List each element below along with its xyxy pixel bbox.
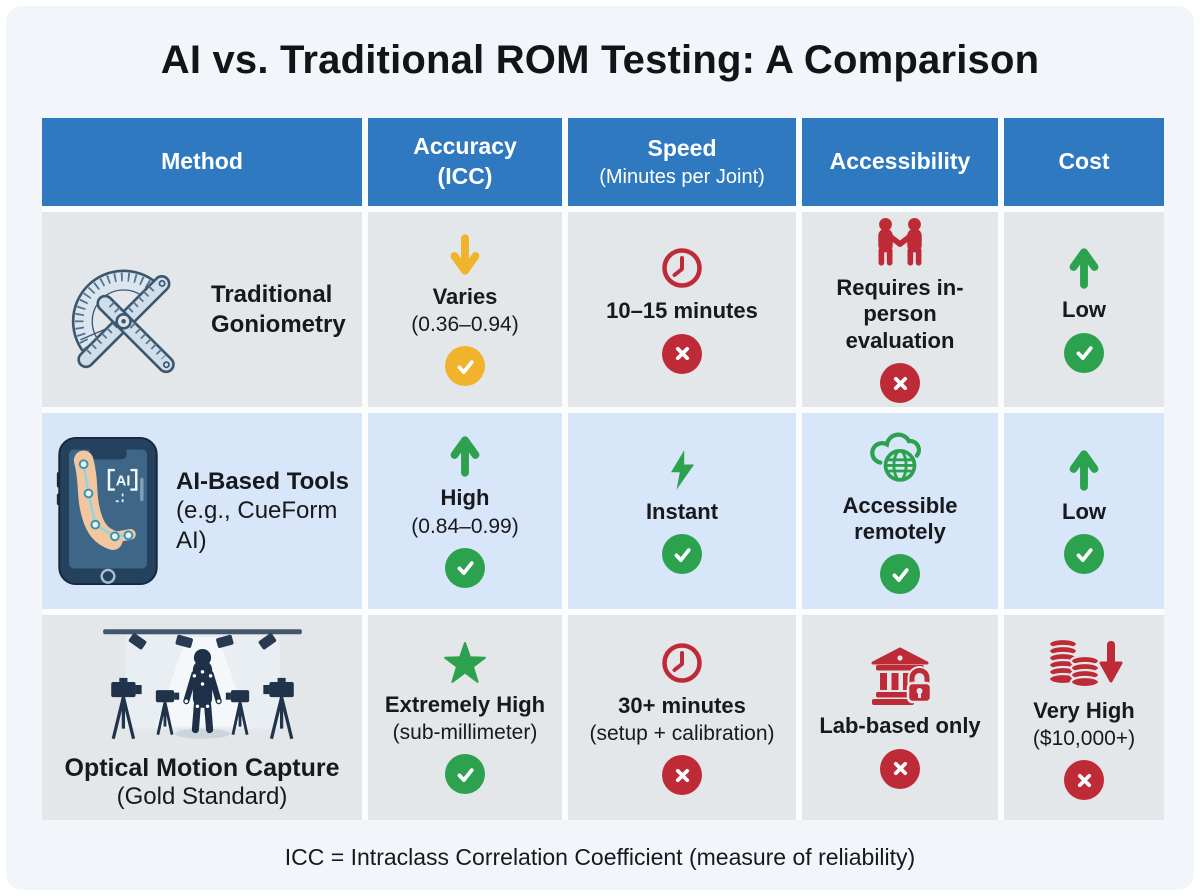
method-label: Traditional Goniometry [211,281,346,338]
cell-main-text: Lab-based only [819,713,981,739]
method-title: AI-Based Tools [176,468,349,496]
method-title: Optical Motion Capture [64,754,340,783]
cell-sub-text: ($10,000+) [1032,727,1136,751]
cell-main-text: Accessible remotely [842,492,958,544]
cross-icon [662,755,702,796]
cell-main-text: Low [1062,498,1106,524]
cell-main-text: Extremely High [384,691,546,717]
clock-icon [662,248,702,289]
method-cell-traditional-goniometry: Traditional Goniometry [42,212,362,407]
cell-sub-text: (sub-millimeter) [392,721,538,745]
cell-sub-text: (0.84–0.99) [411,514,519,538]
method-cell-optical-motion-capture: Optical Motion Capture (Gold Standard) [42,615,362,820]
col-header-label: Cost [1058,148,1110,175]
people-handshake-icon [878,217,922,266]
col-header-label: Accuracy [413,133,517,160]
cell-ai-speed: Instant [568,413,796,609]
cell-main-text: High [440,485,490,511]
infographic-canvas: AI vs. Traditional ROM Testing: A Compar… [6,6,1194,890]
method-subtitle: (Gold Standard) [116,783,288,811]
check-icon [1064,332,1104,373]
cell-main-text: 30+ minutes [618,692,746,718]
up-arrow-icon [1069,450,1099,491]
check-icon [445,754,485,795]
col-header-cost: Cost [1004,118,1164,206]
cell-ai-accessibility: Accessible remotely [802,413,998,609]
cell-traditional-speed: 10–15 minutes [568,212,796,407]
cell-mocap-accessibility: Lab-based only [802,615,998,820]
up-arrow-icon [1069,248,1099,289]
method-subtitle: (e.g., CueForm AI) [176,497,338,554]
up-arrow-icon [450,436,480,477]
cell-ai-accuracy: High (0.84–0.99) [368,413,562,609]
goniometer-icon [71,269,175,373]
cell-traditional-accuracy: Varies (0.36–0.94) [368,212,562,407]
cell-main-text: Instant [645,498,719,524]
lab-building-lock-icon [871,647,933,706]
col-header-label: Speed [647,135,717,162]
check-icon [445,346,485,387]
cell-traditional-accessibility: Requires in-person evaluation [802,212,998,407]
cell-mocap-accuracy: Extremely High (sub-millimeter) [368,615,562,820]
cloud-globe-icon [870,432,921,482]
star-icon [444,641,486,683]
cell-sub-text: (setup + calibration) [589,722,775,746]
col-header-label: Method [161,148,243,175]
cell-main-text: 10–15 minutes [606,298,758,324]
cell-mocap-cost: Very High ($10,000+) [1004,615,1164,820]
check-icon [1064,534,1104,575]
cell-main-text: Low [1062,297,1106,323]
clock-icon [662,642,702,683]
method-cell-ai-based-tools: AI AI-Based Tools (e.g., CueForm AI) [42,413,362,609]
cross-icon [880,748,920,789]
check-icon [880,554,920,595]
cell-mocap-speed: 30+ minutes (setup + calibration) [568,615,796,820]
motion-capture-studio-icon [102,629,302,740]
footnote: ICC = Intraclass Correlation Coefficient… [284,844,916,870]
cell-main-text: Varies [432,283,498,309]
cell-sub-text: (0.36–0.94) [411,313,519,337]
svg-text:AI: AI [116,474,131,490]
cell-ai-cost: Low [1004,413,1164,609]
coins-down-arrow-icon [1047,637,1123,688]
col-header-accessibility: Accessibility [802,118,998,206]
cell-traditional-cost: Low [1004,212,1164,407]
col-header-method: Method [42,118,362,206]
ai-phone-icon: AI [56,436,158,586]
lightning-bolt-icon [671,449,695,490]
cross-icon [1064,760,1104,801]
method-label: AI-Based Tools (e.g., CueForm AI) [176,467,352,555]
down-arrow-icon [450,234,480,275]
cell-main-text: Very High [1033,697,1135,723]
comparison-table: Method Accuracy (ICC) Speed (Minutes per… [42,118,1164,820]
col-header-sublabel: (Minutes per Joint) [599,165,765,188]
check-icon [445,547,485,588]
page-title: AI vs. Traditional ROM Testing: A Compar… [160,38,1040,82]
cross-icon [880,363,920,404]
cross-icon [662,333,702,374]
col-header-accuracy: Accuracy (ICC) [368,118,562,206]
col-header-label: (ICC) [437,163,493,189]
col-header-label: Accessibility [829,148,971,175]
col-header-speed: Speed (Minutes per Joint) [568,118,796,206]
cell-main-text: Requires in-person evaluation [836,274,964,353]
check-icon [662,534,702,575]
